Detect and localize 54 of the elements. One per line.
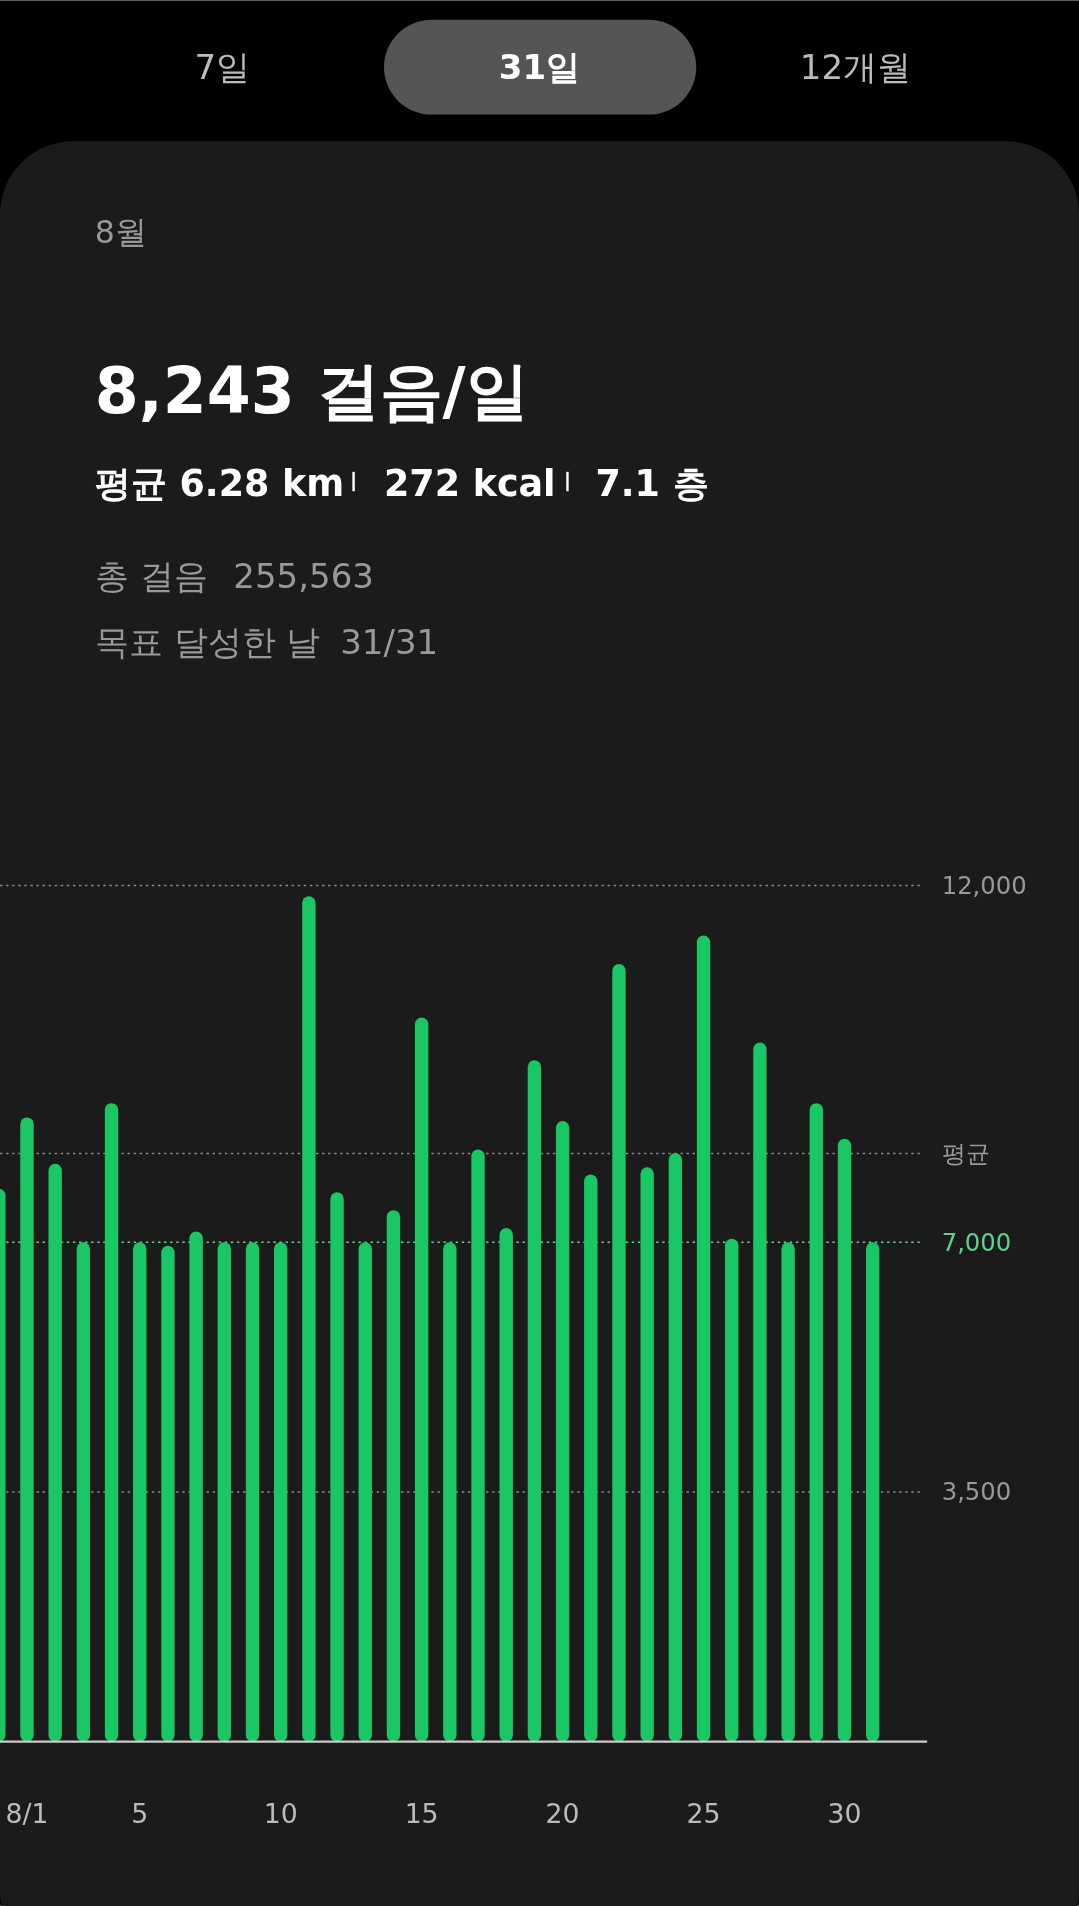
text: 255,563 bbox=[233, 556, 374, 597]
text: 평균 6.28 km bbox=[94, 462, 345, 506]
ref-line-label: 평균 bbox=[941, 1139, 990, 1169]
bar bbox=[189, 1231, 203, 1742]
bar bbox=[499, 1227, 513, 1742]
x-tick-label: 5 bbox=[131, 1798, 149, 1829]
bar bbox=[640, 1167, 654, 1742]
bar bbox=[471, 1149, 485, 1742]
chart-title: 8월 bbox=[94, 214, 147, 251]
bar bbox=[527, 1060, 542, 1742]
x-tick-label: 25 bbox=[686, 1798, 721, 1829]
bar bbox=[781, 1242, 795, 1742]
bar bbox=[865, 1242, 880, 1742]
text: 31일 bbox=[498, 47, 581, 88]
x-tick-label: 10 bbox=[263, 1798, 298, 1829]
text: 총 걸음 bbox=[94, 556, 208, 597]
chart-subtitle: 8,243 걸음/일 bbox=[94, 354, 529, 429]
bar bbox=[133, 1242, 147, 1742]
x-tick-label: 8/1 bbox=[5, 1798, 49, 1829]
bar bbox=[414, 1017, 429, 1742]
bar bbox=[104, 1103, 119, 1742]
bar bbox=[76, 1242, 91, 1742]
bar bbox=[358, 1242, 372, 1742]
ref-line-label: 7,000 bbox=[941, 1227, 1012, 1257]
x-tick-label: 20 bbox=[545, 1798, 580, 1829]
y-tick-label: 3,500 bbox=[941, 1477, 1012, 1507]
bar bbox=[161, 1245, 175, 1742]
bar bbox=[330, 1192, 344, 1742]
bar bbox=[443, 1242, 457, 1742]
bar bbox=[612, 964, 626, 1742]
bar bbox=[555, 1120, 570, 1742]
y-tick-label: 12,000 bbox=[941, 871, 1027, 901]
bar bbox=[217, 1242, 231, 1742]
bar bbox=[696, 935, 711, 1742]
bar bbox=[725, 1238, 739, 1742]
text: 272 kcal bbox=[383, 462, 556, 506]
text: 12개월 bbox=[799, 47, 912, 88]
bar bbox=[20, 1117, 34, 1742]
bar bbox=[668, 1153, 683, 1742]
bar bbox=[386, 1210, 401, 1742]
bar bbox=[274, 1242, 288, 1742]
text: 목표 달성한 날 bbox=[94, 622, 321, 663]
bar bbox=[302, 896, 316, 1742]
text: 7.1 층 bbox=[595, 462, 709, 506]
bar bbox=[48, 1163, 62, 1742]
bar bbox=[753, 1042, 767, 1742]
x-tick-label: 30 bbox=[827, 1798, 862, 1829]
bar bbox=[837, 1138, 852, 1742]
bar bbox=[584, 1174, 598, 1742]
bar bbox=[245, 1242, 260, 1742]
bar bbox=[809, 1103, 823, 1742]
x-tick-label: 15 bbox=[404, 1798, 439, 1829]
text: 7일 bbox=[194, 47, 251, 88]
text: 31/31 bbox=[340, 622, 439, 663]
